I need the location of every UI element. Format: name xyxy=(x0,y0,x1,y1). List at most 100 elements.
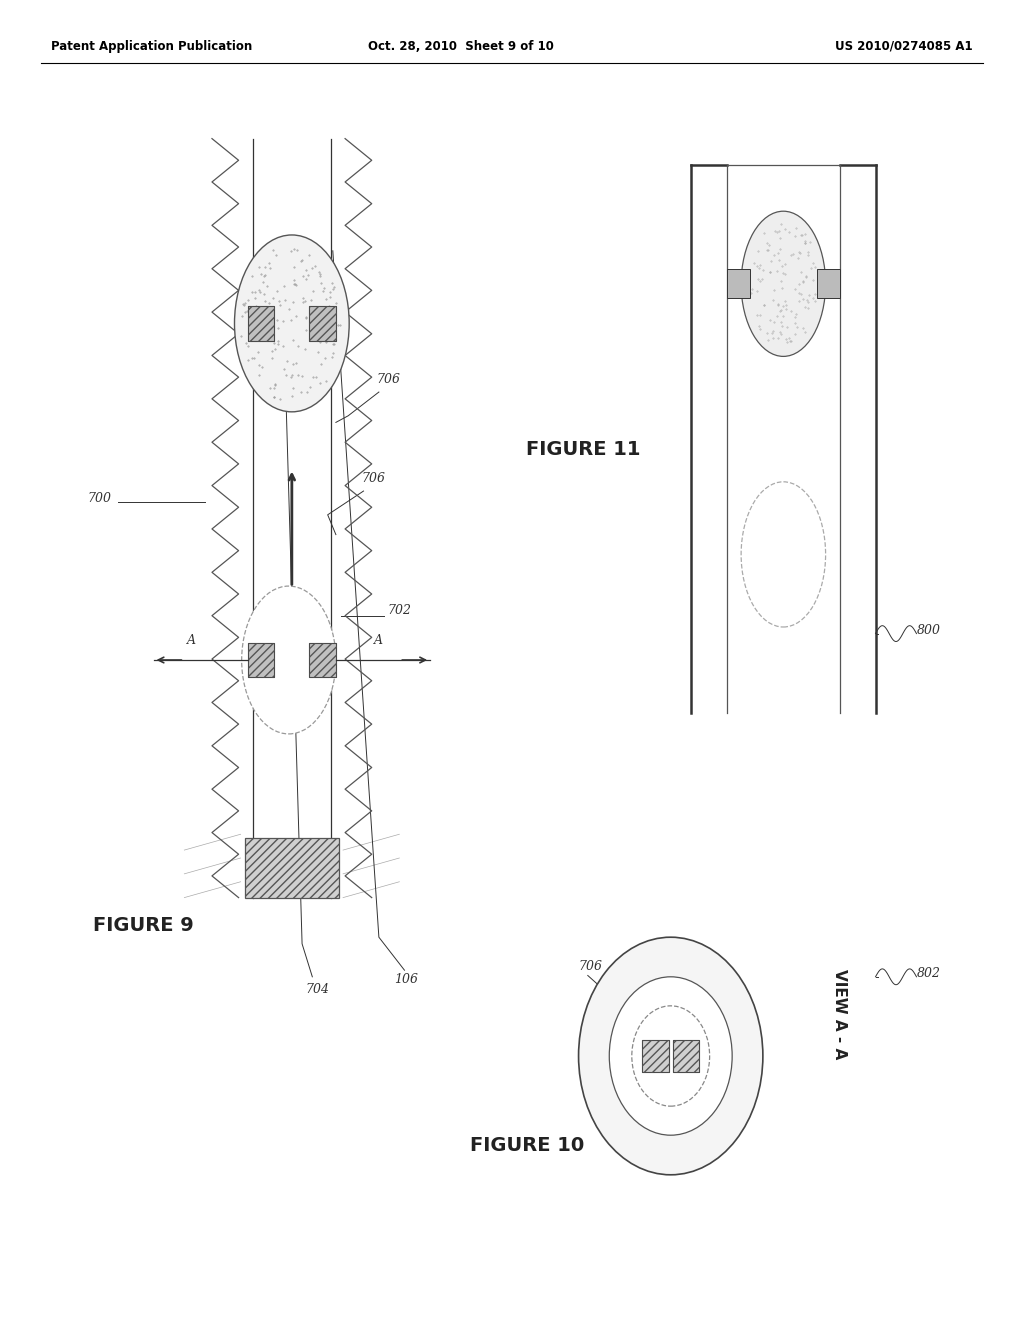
Point xyxy=(759,232,775,253)
Point xyxy=(760,329,776,350)
Point xyxy=(307,301,324,322)
Point xyxy=(317,370,334,391)
Point xyxy=(272,294,289,315)
Point xyxy=(328,292,344,313)
Point xyxy=(303,257,319,279)
Point xyxy=(269,317,286,338)
Point xyxy=(803,257,819,279)
Point xyxy=(284,385,300,407)
Point xyxy=(290,335,306,356)
Text: 706: 706 xyxy=(579,960,602,973)
Bar xyxy=(248,306,274,341)
Point xyxy=(800,242,816,263)
Point xyxy=(247,281,263,302)
Point xyxy=(769,293,785,314)
Point xyxy=(304,280,321,301)
Point xyxy=(258,317,274,338)
Point xyxy=(270,290,287,312)
Point xyxy=(314,281,331,302)
Point xyxy=(781,330,798,351)
Ellipse shape xyxy=(741,211,825,356)
Point xyxy=(290,364,306,385)
Point xyxy=(293,381,309,403)
Circle shape xyxy=(609,977,732,1135)
Ellipse shape xyxy=(741,482,825,627)
Bar xyxy=(309,306,336,341)
Point xyxy=(257,256,273,277)
Point xyxy=(752,318,768,339)
Point xyxy=(798,267,814,288)
Point xyxy=(251,279,267,300)
Point xyxy=(792,282,808,304)
Point xyxy=(755,260,771,281)
Point xyxy=(240,289,256,310)
Point xyxy=(326,313,342,334)
Point xyxy=(263,341,280,362)
Circle shape xyxy=(632,1006,710,1106)
Point xyxy=(790,317,806,338)
Point xyxy=(267,374,284,395)
Point xyxy=(312,331,329,352)
Bar xyxy=(248,643,274,677)
Text: 800: 800 xyxy=(916,623,940,636)
Text: 706: 706 xyxy=(377,372,400,385)
Point xyxy=(264,325,281,346)
Point xyxy=(777,298,794,319)
Point xyxy=(255,284,271,305)
Text: 700: 700 xyxy=(87,491,111,504)
Point xyxy=(750,268,766,289)
Point xyxy=(787,313,804,334)
Point xyxy=(257,290,273,312)
Point xyxy=(762,261,778,282)
Point xyxy=(326,334,342,355)
Point xyxy=(297,319,313,341)
Point xyxy=(777,263,794,284)
Point xyxy=(777,253,794,275)
Point xyxy=(760,240,776,261)
Point xyxy=(797,231,813,252)
Point xyxy=(769,220,785,242)
Point xyxy=(739,261,756,282)
Point xyxy=(750,240,766,261)
Point xyxy=(765,289,781,310)
Point xyxy=(274,310,291,331)
Text: 106: 106 xyxy=(650,950,674,964)
Point xyxy=(773,271,790,292)
Point xyxy=(307,313,324,334)
Point xyxy=(782,330,799,351)
Point xyxy=(265,288,282,309)
Point xyxy=(326,277,342,298)
Point xyxy=(769,260,785,281)
Point xyxy=(310,261,327,282)
Point xyxy=(782,301,799,322)
Bar xyxy=(817,269,840,298)
Point xyxy=(250,313,266,334)
Point xyxy=(300,244,316,265)
Point xyxy=(769,305,785,326)
Point xyxy=(289,239,305,260)
Point xyxy=(787,323,804,345)
Point xyxy=(288,352,304,374)
Point xyxy=(772,227,788,248)
Text: VIEW A - A: VIEW A - A xyxy=(833,969,847,1059)
Point xyxy=(307,318,324,339)
Point xyxy=(805,288,821,309)
Point xyxy=(765,327,781,348)
Point xyxy=(773,312,790,333)
Point xyxy=(276,275,293,296)
Point xyxy=(303,289,319,310)
Point xyxy=(286,256,302,277)
Point xyxy=(752,257,768,279)
Ellipse shape xyxy=(234,235,349,412)
Point xyxy=(251,355,267,376)
Point xyxy=(264,301,281,322)
Point xyxy=(280,350,296,371)
Point xyxy=(288,305,304,326)
Point xyxy=(315,327,332,348)
Point xyxy=(797,224,813,246)
Point xyxy=(244,265,260,286)
Point xyxy=(283,367,299,388)
Point xyxy=(794,224,810,246)
Bar xyxy=(248,643,274,677)
Point xyxy=(238,333,254,354)
